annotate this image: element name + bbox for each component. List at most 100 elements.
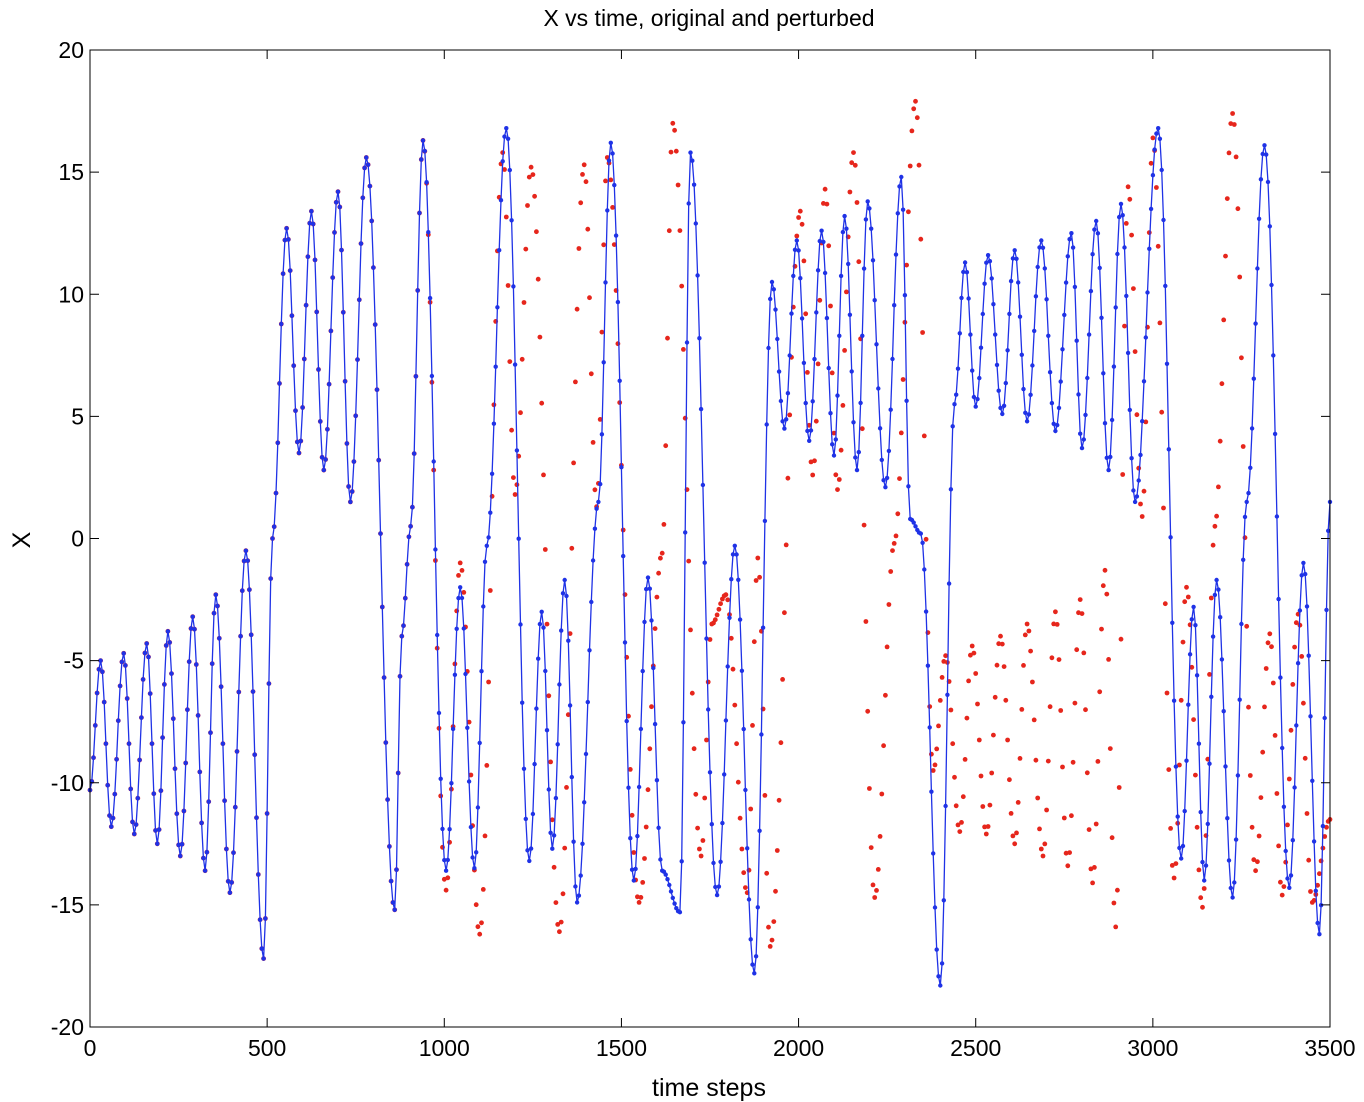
original-point xyxy=(527,858,532,864)
original-point xyxy=(195,713,201,718)
original-point xyxy=(670,895,675,901)
original-point xyxy=(1118,201,1124,207)
original-point xyxy=(477,740,482,746)
perturbed-point xyxy=(503,214,509,220)
perturbed-point xyxy=(1267,631,1273,637)
perturbed-point xyxy=(872,895,878,900)
perturbed-point xyxy=(1056,657,1062,662)
perturbed-point xyxy=(535,276,541,282)
original-point xyxy=(270,536,275,541)
x-tick-label: 1000 xyxy=(419,1035,470,1061)
original-point xyxy=(713,884,718,890)
original-point xyxy=(373,322,378,327)
original-point xyxy=(330,275,335,280)
original-point xyxy=(346,484,351,489)
perturbed-point xyxy=(1028,648,1033,654)
perturbed-point xyxy=(914,115,920,121)
perturbed-point xyxy=(991,732,996,738)
original-point xyxy=(741,726,746,732)
original-point xyxy=(148,691,153,696)
original-point xyxy=(380,604,385,610)
perturbed-point xyxy=(748,806,754,812)
original-point xyxy=(906,484,911,489)
original-point xyxy=(562,577,567,583)
original-point xyxy=(489,471,495,476)
original-point xyxy=(1037,245,1042,250)
perturbed-point xyxy=(1129,232,1134,238)
perturbed-point xyxy=(1223,253,1228,259)
original-point xyxy=(436,710,442,716)
original-point xyxy=(1258,177,1264,182)
original-point xyxy=(1193,623,1198,628)
perturbed-point xyxy=(900,377,906,382)
original-point xyxy=(635,833,640,839)
perturbed-point xyxy=(615,341,621,347)
original-point xyxy=(971,394,977,400)
original-point xyxy=(240,588,245,593)
perturbed-point xyxy=(757,574,762,580)
original-point xyxy=(1094,218,1099,224)
original-point xyxy=(785,391,791,396)
original-point xyxy=(1088,288,1094,294)
perturbed-point xyxy=(1185,594,1191,600)
original-point xyxy=(1007,311,1012,317)
original-point xyxy=(300,405,305,410)
original-point xyxy=(213,592,218,597)
original-point xyxy=(541,625,546,630)
perturbed-point xyxy=(874,888,879,893)
perturbed-point xyxy=(677,228,683,234)
original-point xyxy=(1074,338,1079,343)
original-point xyxy=(1150,173,1156,178)
perturbed-point xyxy=(1010,833,1016,839)
perturbed-point xyxy=(647,746,653,752)
original-point xyxy=(1163,283,1168,289)
perturbed-point xyxy=(511,475,516,480)
perturbed-point xyxy=(1196,867,1202,873)
perturbed-point xyxy=(1274,791,1280,796)
perturbed-point xyxy=(1070,759,1076,765)
perturbed-point xyxy=(755,555,761,561)
perturbed-point xyxy=(1226,150,1232,156)
perturbed-point xyxy=(537,334,543,340)
perturbed-point xyxy=(1127,196,1133,202)
perturbed-point xyxy=(1104,591,1110,597)
original-point xyxy=(137,757,142,763)
original-point xyxy=(633,866,638,872)
original-point xyxy=(273,490,279,496)
original-point xyxy=(730,552,736,557)
original-point xyxy=(587,648,592,653)
original-point xyxy=(454,626,459,631)
original-point xyxy=(759,732,764,737)
original-point xyxy=(1164,361,1170,366)
original-point xyxy=(771,287,776,292)
original-point xyxy=(819,228,824,233)
original-point xyxy=(968,332,973,337)
original-point xyxy=(257,917,263,922)
original-point xyxy=(397,674,403,679)
original-point xyxy=(1184,758,1189,763)
original-point xyxy=(1280,745,1285,751)
original-point xyxy=(1152,147,1157,152)
original-point xyxy=(1276,596,1281,602)
original-point xyxy=(955,366,961,371)
original-point xyxy=(1136,478,1141,483)
perturbed-point xyxy=(654,594,660,600)
original-point xyxy=(590,558,596,563)
original-point xyxy=(96,667,102,672)
perturbed-point xyxy=(466,719,472,725)
original-point xyxy=(838,273,844,279)
original-point xyxy=(1186,702,1191,707)
perturbed-point xyxy=(675,182,681,188)
original-point xyxy=(1072,284,1078,290)
original-point xyxy=(613,233,619,238)
perturbed-point xyxy=(766,924,771,930)
original-point xyxy=(367,183,373,189)
perturbed-point xyxy=(1143,419,1149,425)
perturbed-point xyxy=(1311,898,1317,903)
perturbed-point xyxy=(1272,733,1278,738)
perturbed-point xyxy=(842,348,847,353)
perturbed-point xyxy=(1255,859,1260,865)
original-point xyxy=(1113,305,1118,310)
original-point xyxy=(1053,428,1058,434)
perturbed-point xyxy=(829,370,835,376)
